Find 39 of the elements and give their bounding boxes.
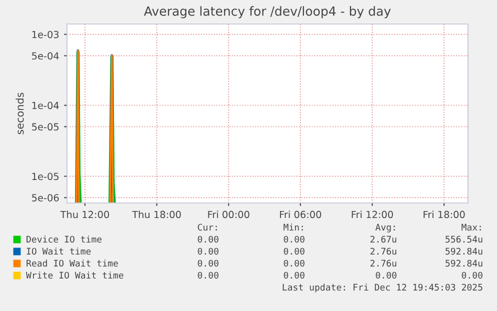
- x-tick-label: Thu 18:00: [132, 210, 181, 218]
- legend-label: Read IO Wait time: [26, 260, 118, 267]
- y-tick-label: 1e-04: [32, 102, 59, 110]
- legend-label: Write IO Wait time: [26, 272, 124, 279]
- text: Last update: Fri Dec 12 19:45:03 2025: [282, 284, 482, 292]
- text: Avg:: [375, 224, 395, 232]
- x-tick-label: Thu 12:00: [60, 210, 109, 218]
- text: Max:: [462, 224, 481, 231]
- chart-title: Average latency for /dev/loop4 - by day: [144, 6, 391, 18]
- text: 2.76u: [370, 260, 396, 267]
- text: 0.00: [284, 272, 304, 279]
- text: 0.00: [198, 248, 218, 255]
- text: 0.00: [284, 248, 304, 255]
- text: 0.00: [198, 236, 218, 243]
- y-tick-label: 5e-04: [32, 52, 59, 60]
- x-tick-label: Fri 18:00: [424, 210, 465, 218]
- y-tick-label: 5e-05: [32, 123, 59, 131]
- text: 592.84u: [446, 260, 482, 267]
- text: Cur:: [198, 224, 217, 231]
- y-tick-label: 5e-06: [32, 194, 59, 202]
- text: 592.84u: [446, 248, 482, 255]
- y-tick-label: 1e-03: [32, 30, 59, 38]
- y-tick-label: 1e-05: [32, 172, 59, 180]
- x-tick-label: Fri 12:00: [352, 210, 393, 218]
- text: 0.00: [376, 272, 396, 279]
- x-tick-label: Fri 00:00: [208, 210, 250, 218]
- text: 0.00: [198, 272, 218, 279]
- y-axis-title: seconds: [16, 92, 24, 134]
- text: 0.00: [284, 236, 304, 243]
- text: 0.00: [462, 272, 482, 279]
- text: 0.00: [198, 260, 218, 267]
- text: 2.67u: [370, 236, 396, 243]
- text: 2.76u: [370, 248, 396, 255]
- legend-label: IO Wait time: [26, 248, 91, 255]
- legend-label: Device IO time: [26, 236, 102, 243]
- text: Min:: [284, 224, 303, 231]
- text: 556.54u: [446, 236, 482, 243]
- text: 0.00: [284, 260, 304, 267]
- x-tick-label: Fri 06:00: [280, 210, 322, 218]
